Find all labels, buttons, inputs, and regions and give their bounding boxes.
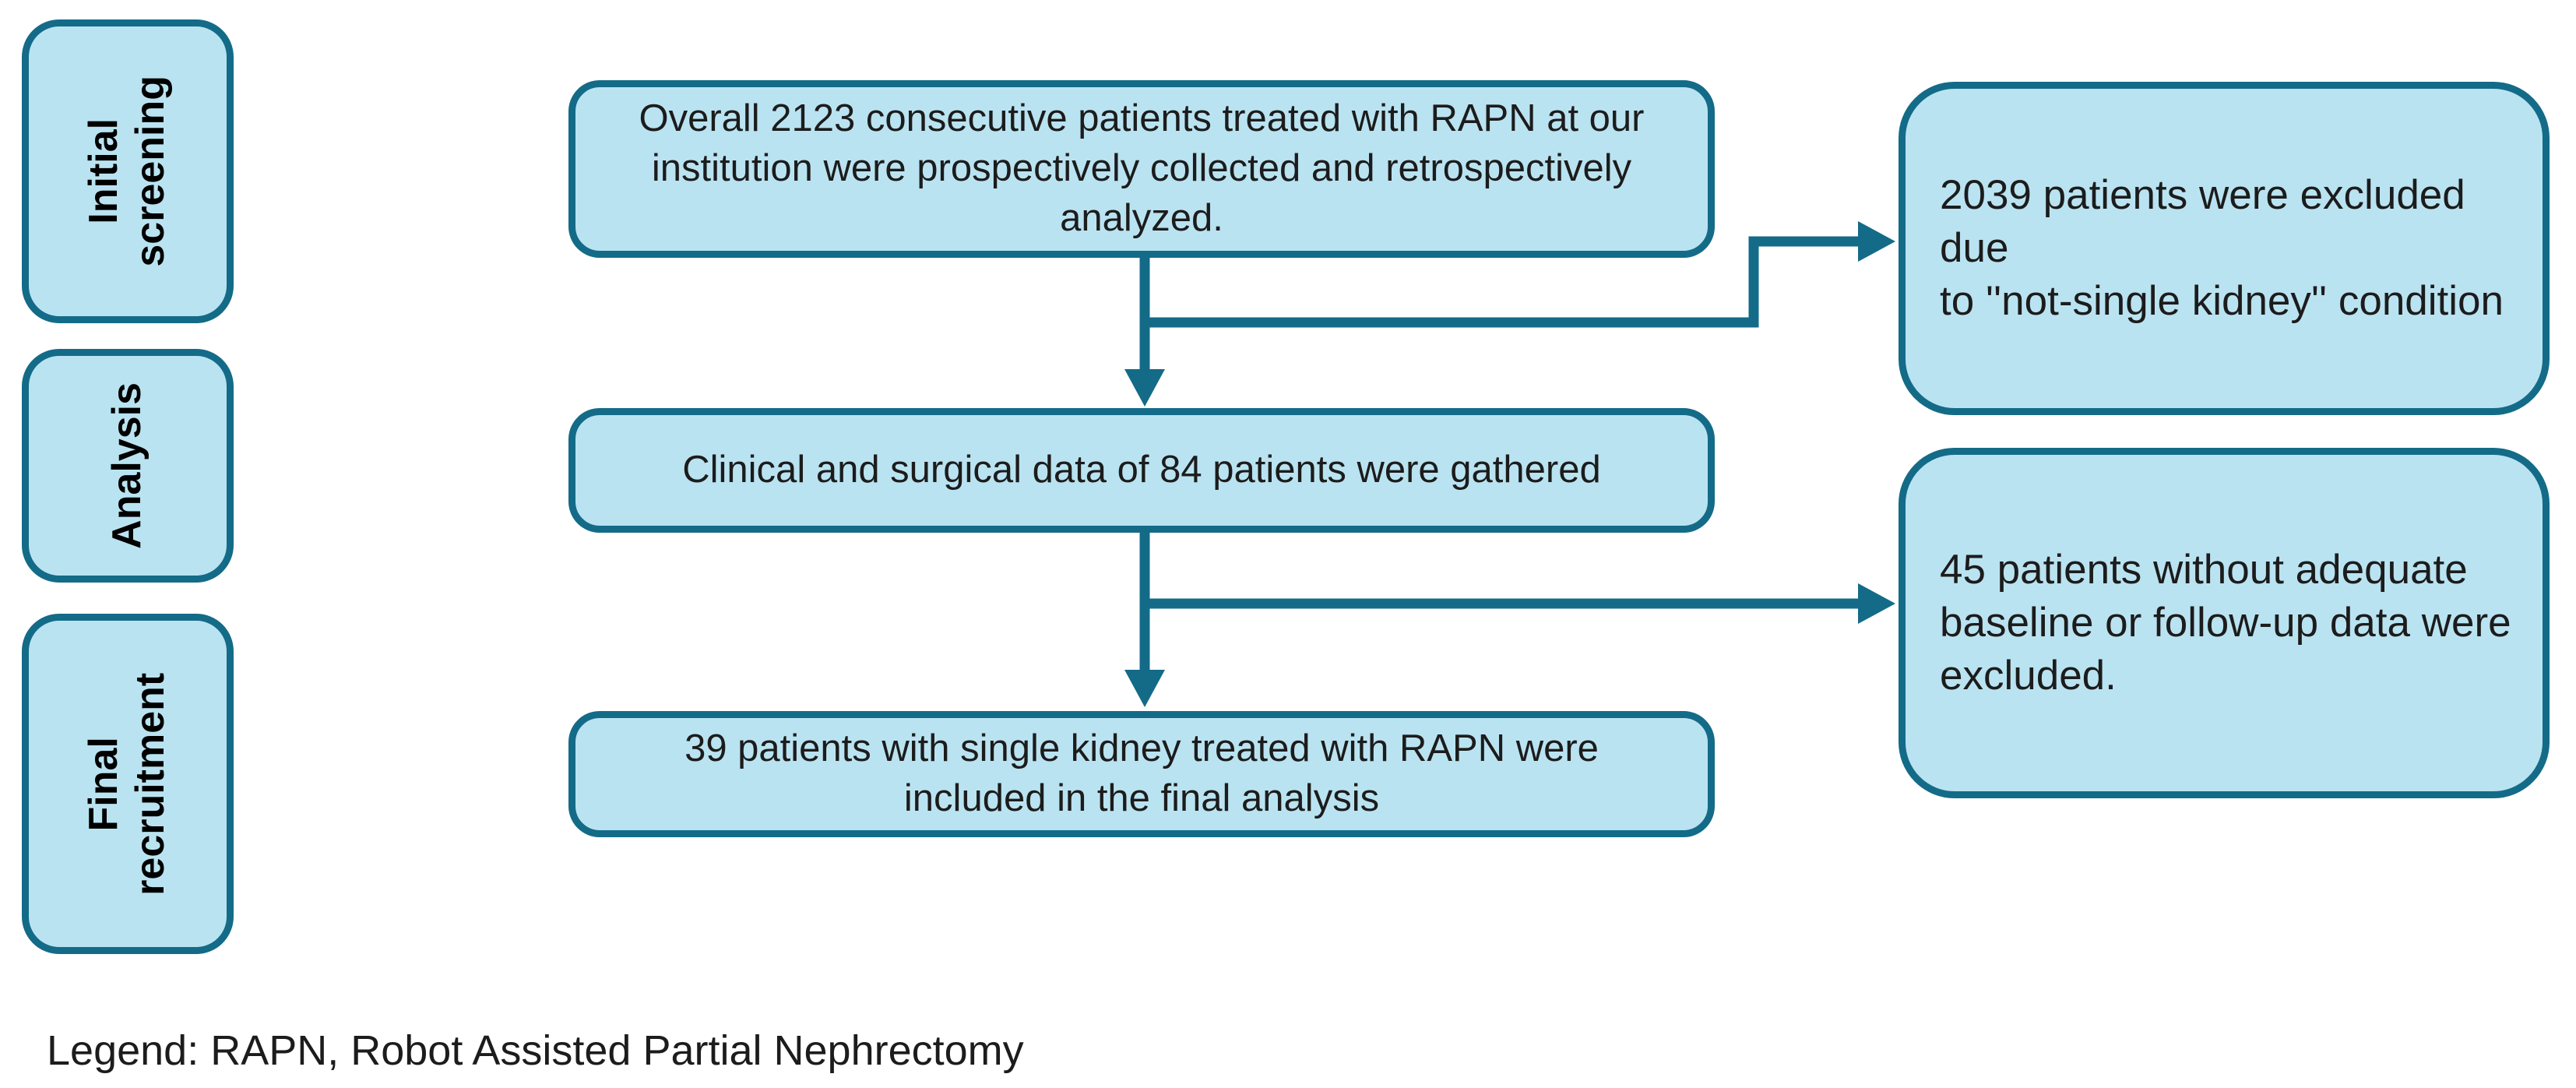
step-text-data-gathered: Clinical and surgical data of 84 patient… bbox=[682, 449, 1601, 491]
exclusion-text-missing-data: 45 patients without adequate baseline or… bbox=[1940, 547, 2511, 699]
step-box-final-analysis: 39 patients with single kidney treated w… bbox=[568, 711, 1715, 837]
phase-box-analysis: Analysis bbox=[22, 349, 234, 583]
step-text-final-analysis: 39 patients with single kidney treated w… bbox=[684, 727, 1599, 819]
phase-label-final-recruitment: Final recruitment bbox=[81, 672, 174, 896]
arrow-step2-to-step3 bbox=[1124, 533, 1165, 707]
phase-box-initial-screening: Initial screening bbox=[22, 19, 234, 323]
connector-step2-to-exclusion2 bbox=[1145, 583, 1895, 624]
exclusion-box-missing-data: 45 patients without adequate baseline or… bbox=[1899, 448, 2550, 798]
exclusion-text-not-single-kidney: 2039 patients were excluded due to ''not… bbox=[1940, 172, 2504, 324]
phase-label-analysis: Analysis bbox=[104, 382, 150, 549]
arrow-step1-to-step2 bbox=[1124, 258, 1165, 407]
step-text-initial-cohort: Overall 2123 consecutive patients treate… bbox=[639, 97, 1645, 239]
step-box-initial-cohort: Overall 2123 consecutive patients treate… bbox=[568, 80, 1715, 258]
figure-legend: Legend: RAPN, Robot Assisted Partial Nep… bbox=[47, 1027, 1024, 1074]
phase-label-initial-screening: Initial screening bbox=[81, 76, 173, 267]
step-box-data-gathered: Clinical and surgical data of 84 patient… bbox=[568, 408, 1715, 533]
exclusion-box-not-single-kidney: 2039 patients were excluded due to ''not… bbox=[1899, 82, 2550, 415]
phase-box-final-recruitment: Final recruitment bbox=[22, 614, 234, 954]
